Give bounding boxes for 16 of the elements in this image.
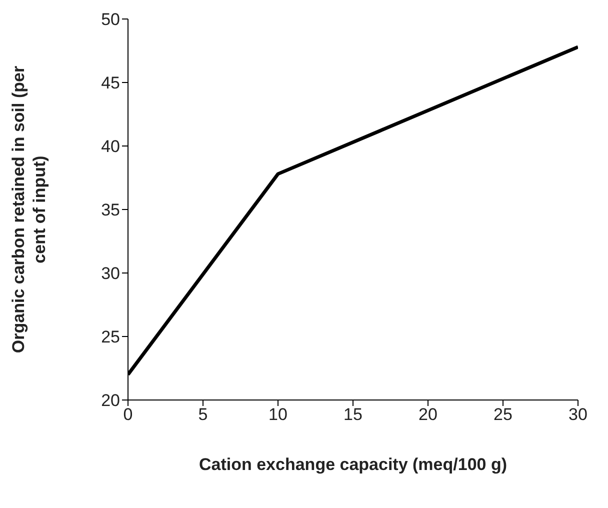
x-axis-title: Cation exchange capacity (meq/100 g): [199, 455, 507, 474]
y-tick-label: 35: [101, 200, 120, 220]
x-tick-label: 10: [268, 405, 288, 424]
x-tick-label: 30: [568, 405, 588, 424]
y-tick-label: 45: [101, 74, 120, 93]
y-tick-label: 30: [101, 264, 120, 284]
x-tick-label: 25: [494, 405, 512, 424]
y-tick-label: 40: [101, 137, 120, 156]
x-tick-label: 15: [344, 405, 362, 424]
y-tick-label: 20: [101, 391, 120, 410]
y-tick-label: 25: [101, 328, 120, 347]
y-axis-title: Organic carbon retained in soil (per cent of input): [9, 66, 49, 354]
x-tick-label: 5: [198, 405, 208, 424]
x-tick-label: 20: [418, 405, 438, 424]
y-tick-label: 50: [101, 10, 120, 30]
x-tick-label: 0: [123, 405, 133, 424]
